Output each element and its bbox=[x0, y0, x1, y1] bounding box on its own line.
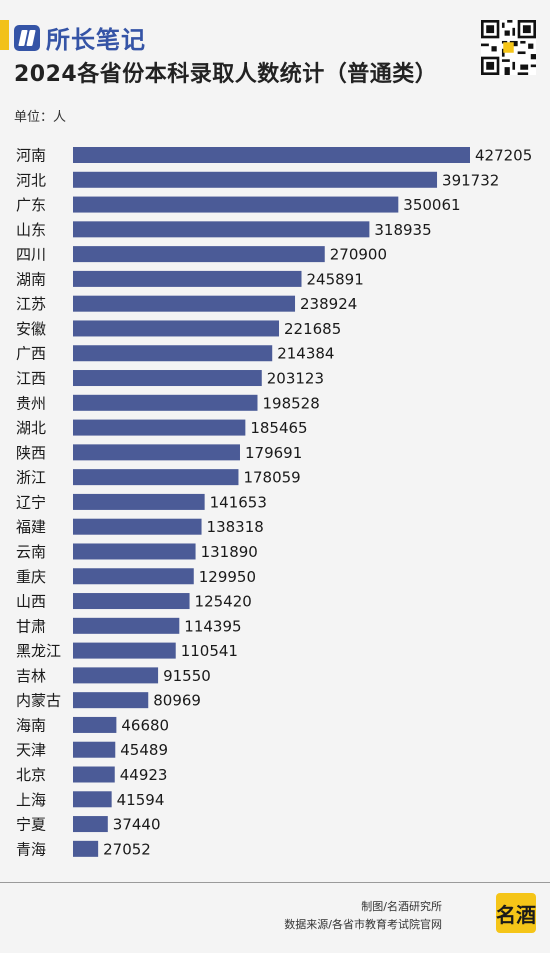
value-label: 27052 bbox=[103, 840, 151, 858]
value-label: 238924 bbox=[300, 295, 357, 313]
category-label: 云南 bbox=[16, 543, 46, 561]
value-label: 141653 bbox=[210, 493, 267, 511]
chart-credit: 制图/名酒研究所 bbox=[361, 900, 442, 913]
bar bbox=[73, 221, 370, 238]
category-label: 宁夏 bbox=[16, 816, 46, 834]
category-label: 江苏 bbox=[16, 295, 46, 313]
accent-bar bbox=[0, 20, 9, 50]
category-label: 内蒙古 bbox=[16, 692, 61, 710]
publisher-badge: 名酒 bbox=[496, 893, 536, 933]
bar bbox=[73, 741, 116, 758]
value-label: 214384 bbox=[277, 345, 334, 363]
category-label: 河南 bbox=[16, 147, 46, 165]
value-label: 46680 bbox=[121, 716, 169, 734]
category-label: 辽宁 bbox=[16, 493, 46, 511]
value-label: 45489 bbox=[120, 741, 168, 759]
bar bbox=[73, 419, 246, 436]
value-label: 198528 bbox=[262, 394, 319, 412]
bar bbox=[73, 320, 280, 337]
value-label: 178059 bbox=[243, 469, 300, 487]
value-label: 131890 bbox=[201, 543, 258, 561]
bar bbox=[73, 518, 202, 535]
value-label: 350061 bbox=[403, 196, 460, 214]
bar bbox=[73, 840, 99, 857]
bar bbox=[73, 568, 194, 585]
value-label: 318935 bbox=[374, 221, 431, 239]
category-label: 陕西 bbox=[16, 444, 46, 462]
bar bbox=[73, 816, 108, 833]
value-label: 138318 bbox=[207, 518, 264, 536]
category-label: 安徽 bbox=[16, 320, 46, 338]
value-label: 270900 bbox=[330, 246, 387, 264]
category-label: 黑龙江 bbox=[16, 642, 61, 660]
value-label: 245891 bbox=[307, 270, 364, 288]
unit-label: 单位：人 bbox=[14, 110, 67, 125]
chart-title: 2024各省份本科录取人数统计（普通类） bbox=[14, 62, 438, 87]
bar bbox=[73, 617, 180, 634]
category-label: 吉林 bbox=[16, 667, 46, 685]
category-label: 福建 bbox=[16, 518, 46, 536]
bar bbox=[73, 493, 205, 510]
bar bbox=[73, 171, 438, 188]
value-label: 427205 bbox=[475, 147, 532, 165]
category-label: 海南 bbox=[16, 716, 46, 734]
category-label: 河北 bbox=[16, 171, 46, 189]
value-label: 114395 bbox=[184, 617, 241, 635]
value-label: 44923 bbox=[120, 766, 168, 784]
value-label: 80969 bbox=[153, 692, 201, 710]
bar bbox=[73, 270, 302, 287]
bar-chart: 河南 427205 河北 391732 广东 350061 山东 318935 四川 270900… bbox=[16, 147, 532, 859]
bar bbox=[73, 716, 117, 733]
bar bbox=[73, 469, 239, 486]
category-label: 甘肃 bbox=[16, 617, 46, 635]
value-label: 37440 bbox=[113, 816, 161, 834]
bar bbox=[73, 394, 258, 411]
category-label: 贵州 bbox=[16, 394, 46, 412]
value-label: 110541 bbox=[181, 642, 238, 660]
bar bbox=[73, 444, 240, 461]
brand-logo-icon bbox=[14, 24, 40, 51]
category-label: 四川 bbox=[16, 246, 46, 264]
category-label: 广东 bbox=[16, 196, 46, 214]
bar bbox=[73, 692, 149, 709]
data-source: 数据来源/各省市教育考试院官网 bbox=[284, 918, 442, 931]
value-label: 91550 bbox=[163, 667, 211, 685]
value-label: 41594 bbox=[117, 791, 165, 809]
category-label: 天津 bbox=[16, 741, 46, 759]
category-label: 山西 bbox=[16, 593, 46, 611]
bar bbox=[73, 295, 296, 312]
bar bbox=[73, 543, 196, 560]
bar bbox=[73, 345, 273, 362]
bar bbox=[73, 593, 190, 610]
bar bbox=[73, 667, 159, 684]
value-label: 391732 bbox=[442, 171, 499, 189]
footer-divider bbox=[0, 882, 550, 883]
category-label: 北京 bbox=[16, 766, 46, 784]
bar bbox=[73, 791, 112, 808]
value-label: 179691 bbox=[245, 444, 302, 462]
category-label: 湖北 bbox=[16, 419, 46, 437]
value-label: 221685 bbox=[284, 320, 341, 338]
value-label: 129950 bbox=[199, 568, 256, 586]
brand-logo: 所长笔记 bbox=[14, 20, 146, 55]
category-label: 上海 bbox=[16, 791, 46, 809]
brand-name: 所长笔记 bbox=[46, 26, 146, 54]
category-label: 湖南 bbox=[16, 270, 46, 288]
qr-code-icon bbox=[481, 20, 536, 75]
bar bbox=[73, 196, 399, 213]
category-label: 青海 bbox=[16, 840, 46, 858]
bar bbox=[73, 370, 262, 387]
value-label: 185465 bbox=[250, 419, 307, 437]
bar bbox=[73, 246, 325, 263]
category-label: 江西 bbox=[16, 370, 46, 388]
bar bbox=[73, 766, 115, 783]
category-label: 重庆 bbox=[16, 568, 46, 586]
bar bbox=[73, 642, 176, 659]
category-label: 广西 bbox=[16, 345, 46, 363]
value-label: 203123 bbox=[267, 370, 324, 388]
bar bbox=[73, 147, 470, 163]
category-label: 浙江 bbox=[16, 469, 46, 487]
category-label: 山东 bbox=[16, 221, 46, 239]
value-label: 125420 bbox=[195, 593, 252, 611]
